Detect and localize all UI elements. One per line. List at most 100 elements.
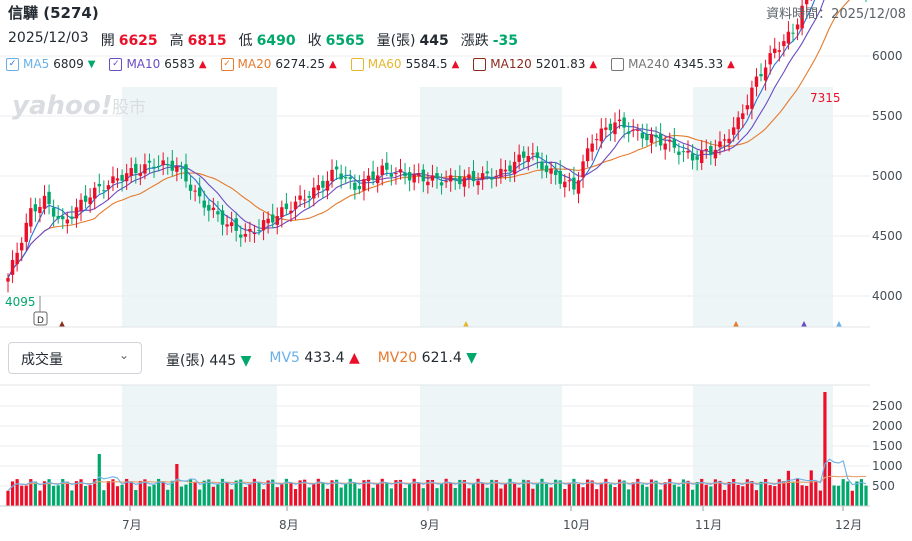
candle-body	[490, 177, 494, 180]
ma60-checkbox-icon[interactable]	[350, 57, 364, 71]
volume-bar	[29, 479, 33, 506]
volume-bar	[581, 487, 585, 506]
month-label: 8月	[279, 518, 299, 532]
volume-group: 量(張) 445	[377, 30, 449, 50]
candle-body	[371, 171, 375, 180]
candle-body	[704, 149, 708, 151]
volume-bar	[567, 482, 571, 506]
volume-bar	[88, 485, 92, 506]
ma-item-ma10[interactable]: ✓ MA10 6583 ▲	[109, 57, 207, 71]
ma-item-ma5[interactable]: ✓ MA5 6809 ▼	[6, 57, 95, 71]
volume-bar	[590, 480, 594, 506]
event-marker-box[interactable]	[33, 311, 48, 326]
shade-nov	[693, 87, 833, 327]
volume-bar	[549, 487, 553, 506]
candle-body	[197, 187, 202, 197]
mv5-label: MV5	[269, 350, 300, 366]
candle-body	[804, 0, 809, 5]
volume-bar	[531, 488, 535, 506]
volume-bar	[339, 487, 343, 506]
candle-body	[453, 178, 457, 181]
candle-body	[672, 138, 677, 148]
candle-body	[184, 164, 188, 182]
ma5-checkbox-icon[interactable]: ✓	[6, 57, 19, 71]
candle-body	[298, 195, 302, 200]
volume-bar	[645, 486, 649, 506]
candle-body	[421, 169, 426, 182]
volume-bar	[786, 470, 791, 506]
month-label: 9月	[420, 518, 440, 532]
candle-body	[686, 150, 690, 153]
volume-bar	[745, 479, 749, 506]
vol-value: 445	[209, 353, 237, 369]
ma20-checkbox-icon[interactable]: ✓	[220, 57, 234, 71]
volume-label: 量(張)	[376, 33, 416, 49]
candle-body	[357, 185, 362, 190]
candle-body	[243, 233, 248, 237]
volume-value: 445	[419, 33, 449, 49]
ma-item-ma60[interactable]: MA60 5584.5 ▲	[350, 57, 459, 71]
candle-body	[152, 166, 156, 169]
candle-body	[526, 155, 530, 162]
ma20-value: 6274.25	[275, 57, 326, 71]
volume-bar	[111, 479, 115, 506]
volume-tick-label: 1500	[872, 439, 903, 453]
candle-body	[576, 180, 581, 194]
volume-bar	[535, 482, 540, 506]
ma10-checkbox-icon[interactable]: ✓	[109, 57, 123, 71]
volume-bar	[334, 479, 339, 506]
ma5-label: MA5	[23, 57, 50, 71]
volume-bar	[207, 479, 211, 506]
candle-body	[608, 123, 613, 131]
candle-body	[175, 166, 179, 172]
volume-bar	[120, 484, 124, 506]
ma120-checkbox-icon[interactable]	[473, 57, 487, 71]
candle-body	[161, 160, 165, 166]
volume-bar	[170, 480, 174, 506]
candle-body	[275, 216, 279, 225]
candle-body	[385, 162, 389, 170]
ohlc-row: 2025/12/03 開 6625 高 6815 低 6490 收 6565 量(張) 4…	[8, 30, 518, 50]
candle-body	[677, 151, 681, 155]
candle-body	[448, 175, 453, 182]
volume-bar	[663, 482, 667, 506]
volume-bar	[773, 486, 777, 506]
ohlc-date: 2025/12/03	[8, 30, 89, 46]
volume-bar	[544, 483, 549, 506]
candle-body	[280, 207, 284, 218]
ma20-dir-icon: ▲	[329, 58, 337, 70]
high-group: 高 6815	[170, 30, 227, 50]
candle-body	[170, 160, 174, 171]
candle-body	[211, 207, 216, 210]
volume-bar	[79, 479, 83, 506]
indicator-select[interactable]: 成交量 ⌄	[8, 342, 142, 374]
volume-bar	[102, 490, 106, 506]
ma240-value: 4345.33	[673, 57, 724, 71]
ma-item-ma120[interactable]: MA120 5201.83 ▲	[473, 57, 597, 71]
volume-bar	[74, 481, 79, 506]
high-marker: 7315	[810, 91, 841, 105]
mv20-label: MV20	[377, 350, 418, 366]
candle-body	[330, 169, 334, 182]
close-group: 收 6565	[308, 30, 365, 50]
candle-body	[462, 177, 467, 187]
ma240-checkbox-icon[interactable]	[611, 57, 625, 71]
ma-item-ma20[interactable]: ✓ MA20 6274.25 ▲	[220, 57, 337, 71]
candle-body	[10, 260, 15, 275]
candle-body	[316, 185, 321, 191]
candle-body	[147, 160, 152, 163]
volume-bar	[595, 489, 599, 506]
volume-tick-label: 2000	[872, 419, 903, 433]
marker-tri-3	[733, 321, 739, 327]
volume-bar	[430, 479, 435, 506]
price-axis: 4000450050005500600065007000	[872, 0, 903, 303]
mv20-value: 621.4	[421, 350, 462, 366]
volume-bar	[83, 486, 88, 506]
candle-body	[626, 131, 631, 134]
volume-bar	[93, 478, 97, 506]
change-group: 漲跌 -35	[461, 30, 518, 50]
volume-bar	[56, 485, 60, 506]
volume-bar	[161, 482, 165, 506]
ma-item-ma240[interactable]: MA240 4345.33 ▲	[611, 57, 735, 71]
candle-body	[193, 190, 197, 192]
